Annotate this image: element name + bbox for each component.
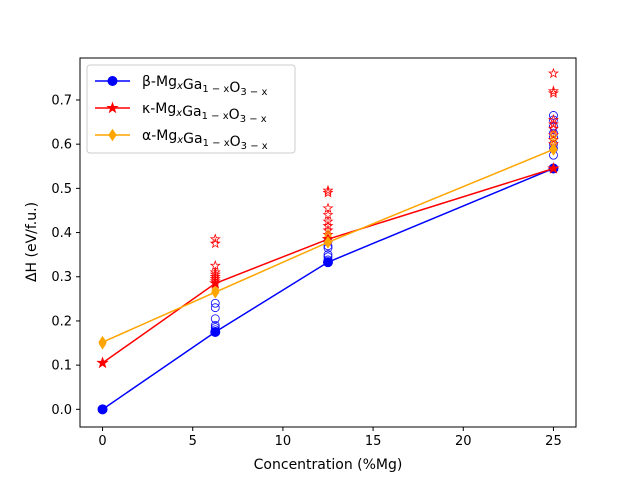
data-point-1-22 — [547, 87, 559, 99]
data-point-2-8 — [549, 129, 558, 142]
series-line-0 — [102, 167, 554, 410]
legend-marker — [106, 101, 119, 114]
legend-entry-0: β-MgxGa1 − xO3 − x — [95, 74, 267, 98]
legend-label: β-MgxGa1 − xO3 − x — [142, 74, 267, 98]
legend-label: κ-MgxGa1 − xO3 − x — [142, 101, 267, 125]
x-tick-label-2: 10 — [275, 434, 292, 449]
data-point-0-3 — [210, 314, 220, 324]
legend-entry-1: κ-MgxGa1 − xO3 − x — [95, 101, 267, 125]
y-axis-label: ΔH (eV/f.u.) — [24, 202, 40, 282]
x-tick-label-3: 15 — [365, 434, 382, 449]
legend-marker — [107, 76, 118, 86]
series-line-2 — [102, 148, 554, 343]
data-point-1-18 — [547, 129, 559, 141]
legend-box — [86, 64, 296, 154]
x-tick-label-0: 0 — [98, 434, 106, 449]
line-point-2-1 — [211, 285, 220, 299]
x-axis-label: Concentration (%Mg) — [254, 457, 403, 473]
line-point-1-3 — [547, 161, 560, 174]
legend: β-MgxGa1 − xO3 − x κ-MgxGa1 − xO3 − x α-Mg… — [86, 64, 296, 154]
data-point-1-14 — [322, 186, 334, 198]
data-point-1-6 — [209, 237, 221, 249]
line-point-0-0 — [97, 404, 108, 415]
x-axis: 0 5 10 15 20 25 — [98, 427, 562, 449]
y-tick-label-7: 0.7 — [51, 93, 72, 108]
data-point-1-10 — [322, 220, 334, 231]
legend-marker — [108, 128, 117, 142]
series-2-line-group — [98, 143, 558, 349]
data-point-1-24 — [547, 67, 559, 79]
line-point-0-2 — [323, 257, 333, 268]
series-0-line-group — [97, 163, 559, 415]
data-point-1-15 — [322, 184, 334, 196]
line-point-1-1 — [209, 276, 222, 289]
x-tick-label-4: 20 — [455, 434, 472, 449]
y-axis: 0.0 0.1 0.2 0.3 0.4 0.5 0.6 0.7 — [51, 93, 80, 418]
plot-area — [96, 67, 560, 415]
x-tick-label-5: 25 — [545, 434, 562, 449]
data-point-1-3 — [209, 268, 221, 280]
data-point-0-4 — [210, 303, 220, 313]
data-point-1-11 — [322, 215, 334, 227]
series-line-1 — [102, 167, 554, 364]
y-tick-label-4: 0.4 — [51, 226, 72, 241]
data-point-1-12 — [322, 209, 334, 220]
y-tick-label-6: 0.6 — [51, 138, 72, 153]
data-point-1-4 — [209, 266, 221, 278]
line-point-2-3 — [549, 143, 558, 156]
data-point-1-17 — [547, 133, 559, 145]
x-tick-label-1: 5 — [189, 434, 197, 449]
y-tick-label-3: 0.3 — [51, 270, 72, 285]
data-point-1-20 — [547, 118, 559, 129]
line-point-2-2 — [323, 235, 333, 249]
y-tick-label-2: 0.2 — [51, 314, 72, 329]
data-point-1-5 — [209, 259, 221, 271]
data-point-1-7 — [209, 233, 221, 244]
y-tick-label-1: 0.1 — [51, 359, 72, 374]
data-point-1-23 — [547, 85, 559, 96]
line-point-2-0 — [98, 335, 107, 349]
y-tick-label-5: 0.5 — [51, 182, 72, 197]
axes-frame — [79, 57, 577, 428]
data-point-1-13 — [322, 202, 334, 213]
y-tick-label-0: 0.0 — [51, 403, 72, 418]
line-point-1-0 — [96, 356, 109, 369]
legend-entry-2: α-MgxGa1 − xO3 − x — [95, 128, 268, 152]
line-point-0-1 — [210, 326, 221, 337]
data-point-0-5 — [210, 298, 220, 308]
legend-label: α-MgxGa1 − xO3 − x — [142, 128, 268, 152]
data-point-1-21 — [547, 114, 559, 125]
